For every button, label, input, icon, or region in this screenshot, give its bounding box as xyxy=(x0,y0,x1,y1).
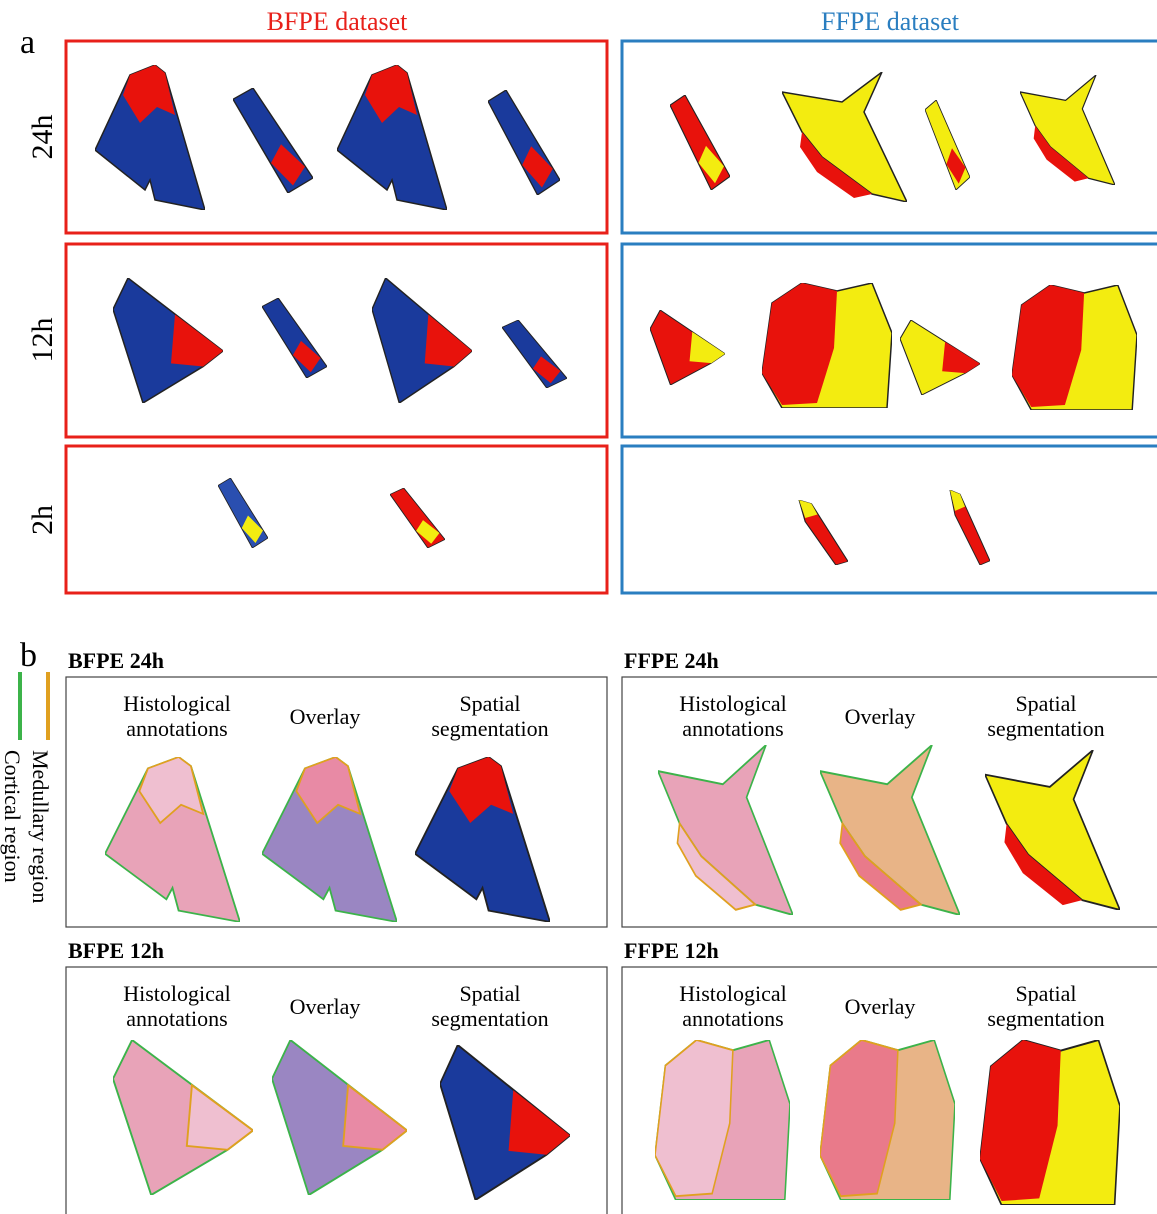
row-label: 24h xyxy=(26,115,59,160)
row-label: 2h xyxy=(26,505,59,535)
tissue xyxy=(440,1045,570,1200)
tissue xyxy=(1020,75,1115,185)
tissue xyxy=(95,65,205,210)
tissue xyxy=(658,745,793,915)
tissue xyxy=(337,65,447,210)
tissue xyxy=(105,757,240,922)
tissue xyxy=(262,757,397,922)
column-header: Histological xyxy=(679,981,787,1006)
row-box xyxy=(66,446,607,593)
column-header: segmentation xyxy=(987,716,1104,741)
tissue-images xyxy=(95,65,1137,565)
tissue xyxy=(113,278,223,403)
tissue xyxy=(372,278,472,403)
column-header: segmentation xyxy=(987,1006,1104,1031)
column-header: Overlay xyxy=(845,994,916,1019)
tissue xyxy=(650,310,725,385)
tissue xyxy=(233,88,313,193)
tissue xyxy=(113,1040,253,1195)
tissue xyxy=(820,1040,955,1200)
tissue xyxy=(900,320,980,395)
tissue xyxy=(272,1040,407,1195)
tissue xyxy=(762,283,892,408)
column-header: annotations xyxy=(682,716,783,741)
column-header: Spatial xyxy=(459,691,520,716)
tissue xyxy=(950,490,990,565)
column-header: Overlay xyxy=(845,704,916,729)
figure: a BFPE dataset FFPE dataset 24h 12h 2h b… xyxy=(0,0,1157,1214)
tissue xyxy=(799,500,848,565)
tissue xyxy=(218,478,268,548)
tissue xyxy=(782,72,907,202)
tissue xyxy=(1012,285,1137,410)
legend-label: Medullary region xyxy=(28,750,53,903)
dataset-title: BFPE dataset xyxy=(267,7,409,36)
tissue xyxy=(488,90,560,195)
tissue xyxy=(415,757,550,922)
tissue xyxy=(655,1040,790,1200)
column-header: Histological xyxy=(123,981,231,1006)
tissue xyxy=(502,320,567,388)
tissue xyxy=(925,100,970,190)
panel-label: a xyxy=(20,24,35,61)
column-header: Spatial xyxy=(459,981,520,1006)
tissue xyxy=(390,488,445,548)
column-header: annotations xyxy=(682,1006,783,1031)
column-header: Overlay xyxy=(290,994,361,1019)
legend-label: Cortical region xyxy=(0,750,25,883)
tissue xyxy=(985,750,1120,910)
subpanel-title: FFPE 12h xyxy=(624,938,719,963)
tissue xyxy=(670,95,730,190)
column-header: Spatial xyxy=(1015,691,1076,716)
dataset-title: FFPE dataset xyxy=(821,7,960,36)
column-header: segmentation xyxy=(431,716,548,741)
column-header: Histological xyxy=(123,691,231,716)
column-header: annotations xyxy=(126,1006,227,1031)
column-header: annotations xyxy=(126,716,227,741)
column-header: Spatial xyxy=(1015,981,1076,1006)
subpanel-title: BFPE 24h xyxy=(68,648,164,673)
column-header: Overlay xyxy=(290,704,361,729)
panel-label: b xyxy=(20,637,37,674)
page: a BFPE dataset FFPE dataset 24h 12h 2h b… xyxy=(0,0,1157,1214)
tissue xyxy=(262,298,327,378)
subpanel-title: BFPE 12h xyxy=(68,938,164,963)
column-header: Histological xyxy=(679,691,787,716)
tissue xyxy=(980,1040,1120,1205)
tissue xyxy=(820,745,960,915)
column-header: segmentation xyxy=(431,1006,548,1031)
row-box xyxy=(622,446,1157,593)
subpanel-title: FFPE 24h xyxy=(624,648,719,673)
row-label: 12h xyxy=(26,318,59,363)
